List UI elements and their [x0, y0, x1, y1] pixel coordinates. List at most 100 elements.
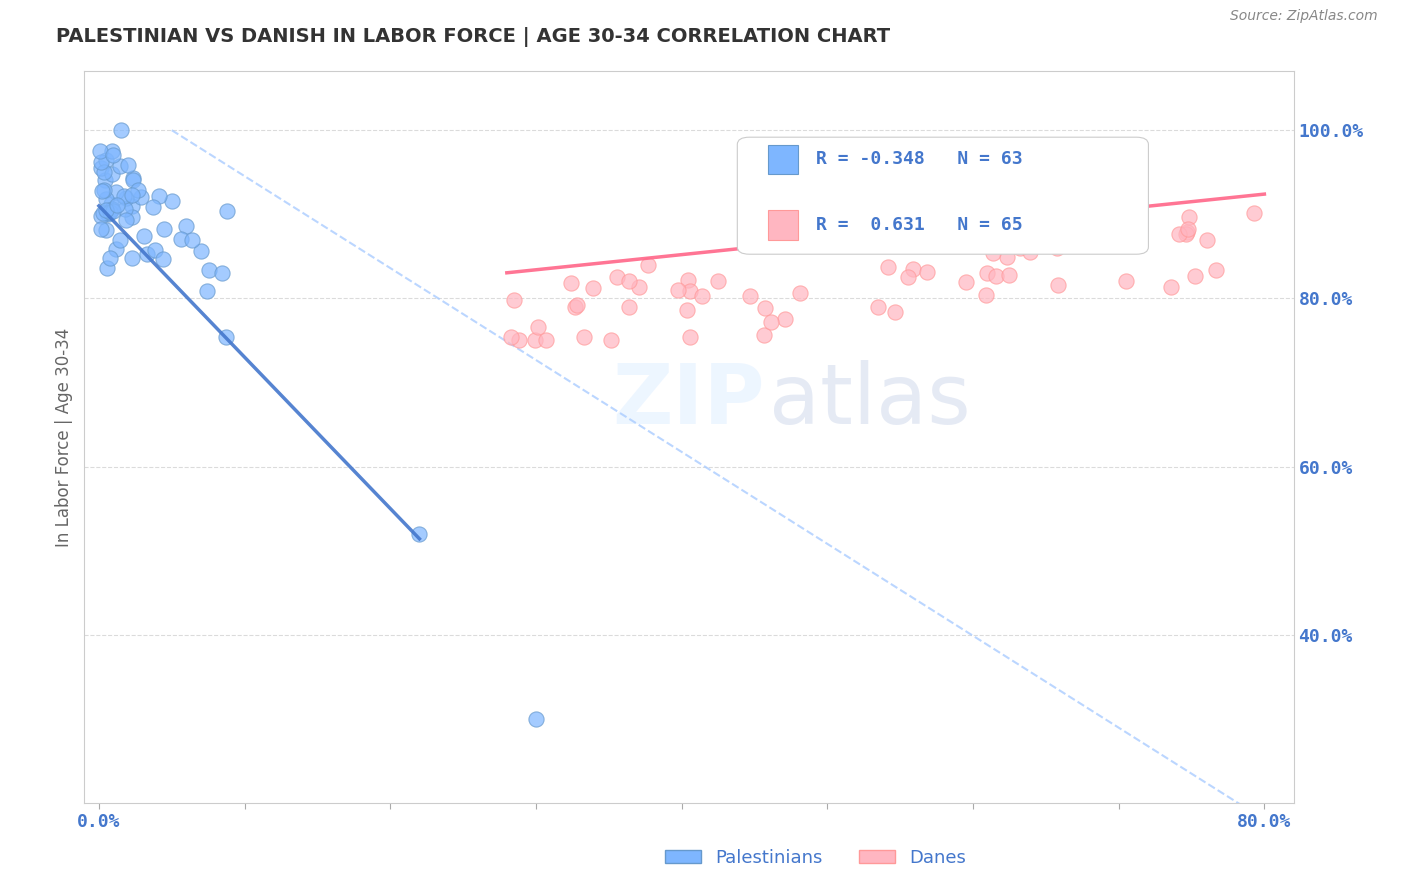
Danes: [976, 233, 998, 247]
Danes: [637, 258, 659, 272]
Danes: [679, 284, 702, 298]
Text: Source: ZipAtlas.com: Source: ZipAtlas.com: [1230, 9, 1378, 23]
Danes: [917, 265, 939, 279]
Danes: [998, 268, 1021, 282]
Palestinians: [103, 148, 125, 162]
Palestinians: [97, 207, 120, 221]
Palestinians: [93, 183, 115, 197]
Palestinians: [148, 189, 170, 203]
Palestinians: [408, 526, 430, 541]
Palestinians: [211, 266, 233, 280]
Danes: [1205, 263, 1227, 277]
Danes: [1167, 227, 1189, 242]
Palestinians: [96, 153, 118, 167]
Palestinians: [90, 209, 112, 223]
Bar: [768, 145, 797, 174]
Danes: [984, 269, 1007, 284]
Palestinians: [121, 251, 143, 265]
Danes: [1243, 206, 1265, 220]
Bar: [768, 211, 797, 240]
Danes: [1073, 197, 1095, 211]
Danes: [775, 311, 797, 326]
Danes: [1160, 280, 1182, 294]
FancyBboxPatch shape: [737, 137, 1149, 254]
Danes: [582, 281, 605, 295]
Palestinians: [114, 212, 136, 227]
Danes: [560, 276, 582, 290]
Palestinians: [117, 159, 139, 173]
Palestinians: [91, 205, 114, 219]
Danes: [754, 301, 776, 315]
Palestinians: [93, 165, 115, 179]
Palestinians: [100, 197, 122, 211]
Danes: [606, 269, 628, 284]
Danes: [619, 275, 641, 289]
Danes: [1178, 210, 1201, 224]
Danes: [752, 328, 775, 343]
Palestinians: [90, 155, 112, 169]
Palestinians: [121, 210, 143, 224]
Palestinians: [90, 161, 112, 175]
Danes: [1197, 233, 1219, 247]
Palestinians: [132, 228, 155, 243]
Palestinians: [105, 197, 128, 211]
Palestinians: [96, 223, 118, 237]
Danes: [976, 266, 998, 280]
Danes: [572, 330, 595, 344]
Danes: [564, 301, 586, 315]
Danes: [690, 289, 713, 303]
Danes: [738, 289, 761, 303]
Danes: [1010, 242, 1032, 256]
Danes: [1046, 241, 1069, 255]
Danes: [1087, 138, 1109, 153]
Palestinians: [129, 190, 152, 204]
Palestinians: [215, 204, 238, 219]
Palestinians: [101, 167, 124, 181]
Danes: [1184, 269, 1206, 284]
Text: atlas: atlas: [769, 360, 972, 441]
Danes: [526, 320, 548, 334]
Palestinians: [112, 189, 135, 203]
Danes: [981, 246, 1004, 260]
Danes: [627, 280, 650, 294]
Palestinians: [94, 172, 117, 186]
Danes: [1129, 222, 1152, 236]
Danes: [567, 298, 589, 312]
Palestinians: [104, 185, 127, 199]
Palestinians: [96, 260, 118, 275]
Palestinians: [190, 244, 212, 258]
Danes: [1115, 274, 1137, 288]
Palestinians: [142, 200, 165, 214]
Palestinians: [100, 145, 122, 159]
Palestinians: [101, 202, 124, 217]
Palestinians: [108, 233, 131, 247]
Danes: [707, 274, 730, 288]
Palestinians: [108, 159, 131, 173]
Danes: [617, 300, 640, 314]
Palestinians: [98, 204, 121, 219]
Danes: [499, 330, 522, 344]
Palestinians: [143, 243, 166, 257]
Palestinians: [121, 187, 143, 202]
Palestinians: [160, 194, 183, 208]
Palestinians: [122, 173, 145, 187]
Danes: [876, 260, 898, 275]
Danes: [1005, 236, 1028, 251]
Palestinians: [101, 203, 124, 218]
Danes: [957, 211, 980, 225]
Palestinians: [114, 202, 136, 217]
Danes: [508, 334, 530, 348]
Danes: [668, 283, 690, 297]
Danes: [534, 334, 557, 348]
Palestinians: [127, 183, 149, 197]
Danes: [955, 275, 977, 289]
Text: R =  0.631   N = 65: R = 0.631 N = 65: [815, 216, 1022, 234]
Palestinians: [122, 170, 145, 185]
Danes: [761, 315, 783, 329]
Danes: [600, 334, 623, 348]
Danes: [678, 273, 700, 287]
Danes: [679, 329, 702, 343]
Palestinians: [94, 192, 117, 206]
Palestinians: [176, 219, 198, 233]
Y-axis label: In Labor Force | Age 30-34: In Labor Force | Age 30-34: [55, 327, 73, 547]
